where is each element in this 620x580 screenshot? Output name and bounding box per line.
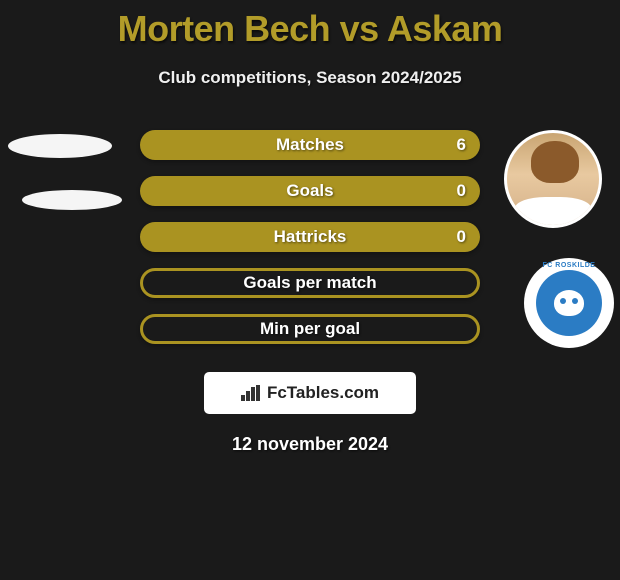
player-right-avatar bbox=[504, 130, 602, 228]
comparison-card: Morten Bech vs Askam Club competitions, … bbox=[0, 0, 620, 455]
club-badge: FC ROSKILDE bbox=[524, 258, 614, 348]
stat-bar: Goals per match bbox=[140, 268, 480, 298]
player-left-avatar-placeholder bbox=[8, 134, 112, 158]
stat-bar: Min per goal bbox=[140, 314, 480, 344]
right-player-column: FC ROSKILDE bbox=[500, 130, 620, 348]
stats-area: Matches 6 Goals 0 Hattricks 0 Goals per match M… bbox=[0, 130, 620, 360]
subtitle: Club competitions, Season 2024/2025 bbox=[0, 68, 620, 88]
stat-label: Min per goal bbox=[260, 319, 360, 339]
owl-icon bbox=[554, 290, 584, 316]
stat-label: Hattricks bbox=[274, 227, 347, 247]
watermark-text: FcTables.com bbox=[267, 383, 379, 403]
page-title: Morten Bech vs Askam bbox=[0, 0, 620, 50]
player-left-club-placeholder bbox=[22, 190, 122, 210]
stat-bar: Hattricks 0 bbox=[140, 222, 480, 252]
stat-value: 6 bbox=[457, 135, 466, 155]
stat-label: Goals bbox=[286, 181, 333, 201]
date-text: 12 november 2024 bbox=[0, 434, 620, 455]
stat-value: 0 bbox=[457, 181, 466, 201]
club-badge-inner bbox=[536, 270, 602, 336]
stat-bar: Goals 0 bbox=[140, 176, 480, 206]
club-name-text: FC ROSKILDE bbox=[543, 262, 596, 269]
stat-label: Goals per match bbox=[243, 273, 376, 293]
left-player-column bbox=[8, 130, 118, 210]
stat-label: Matches bbox=[276, 135, 344, 155]
stat-value: 0 bbox=[457, 227, 466, 247]
stat-bar: Matches 6 bbox=[140, 130, 480, 160]
bar-chart-icon bbox=[241, 385, 261, 401]
watermark-badge[interactable]: FcTables.com bbox=[204, 372, 416, 414]
stat-bars: Matches 6 Goals 0 Hattricks 0 Goals per match M… bbox=[140, 130, 480, 360]
